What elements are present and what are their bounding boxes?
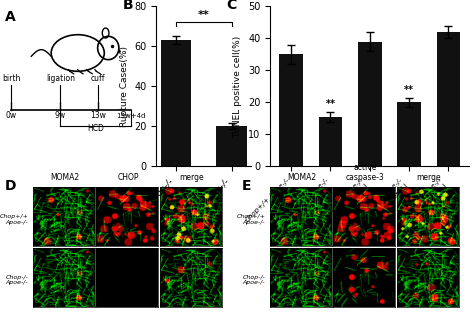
Text: MOMA2: MOMA2 xyxy=(50,173,79,182)
Text: HCD: HCD xyxy=(87,124,104,133)
Text: cuff: cuff xyxy=(91,74,105,83)
Bar xyxy=(397,102,421,166)
Text: 13w+4d: 13w+4d xyxy=(116,113,146,119)
Text: **: ** xyxy=(325,100,336,109)
Text: D: D xyxy=(5,179,16,193)
Bar xyxy=(358,42,382,166)
Bar xyxy=(216,126,247,166)
Text: E: E xyxy=(242,179,251,193)
Bar xyxy=(279,54,303,166)
Text: A: A xyxy=(5,10,16,24)
Y-axis label: TUNEL positive cell(%): TUNEL positive cell(%) xyxy=(234,35,243,138)
Bar xyxy=(161,40,191,166)
Text: Chop-/-
Apoe-/-: Chop-/- Apoe-/- xyxy=(6,275,28,285)
Text: merge: merge xyxy=(416,173,440,182)
Text: C: C xyxy=(227,0,237,12)
Text: ligation: ligation xyxy=(46,74,75,83)
Text: Chop+/+
Apoe-/-: Chop+/+ Apoe-/- xyxy=(0,214,28,225)
Bar xyxy=(437,32,460,166)
Text: **: ** xyxy=(404,85,414,95)
Text: Chop+/+
Apoe-/-: Chop+/+ Apoe-/- xyxy=(237,214,265,225)
Text: CHOP: CHOP xyxy=(117,173,139,182)
Text: 0w: 0w xyxy=(6,111,17,120)
Text: merge: merge xyxy=(179,173,203,182)
Text: 13w: 13w xyxy=(90,111,106,120)
Text: Chop-/-
Apoe-/-: Chop-/- Apoe-/- xyxy=(243,275,265,285)
Text: 9w: 9w xyxy=(55,111,66,120)
Text: MOMA2: MOMA2 xyxy=(287,173,316,182)
Bar xyxy=(319,117,342,166)
Text: B: B xyxy=(123,0,134,12)
Y-axis label: Rupture Cases(%): Rupture Cases(%) xyxy=(120,46,129,127)
Text: **: ** xyxy=(198,10,210,20)
Text: active
caspase-3: active caspase-3 xyxy=(346,163,384,182)
Text: birth: birth xyxy=(2,74,20,83)
